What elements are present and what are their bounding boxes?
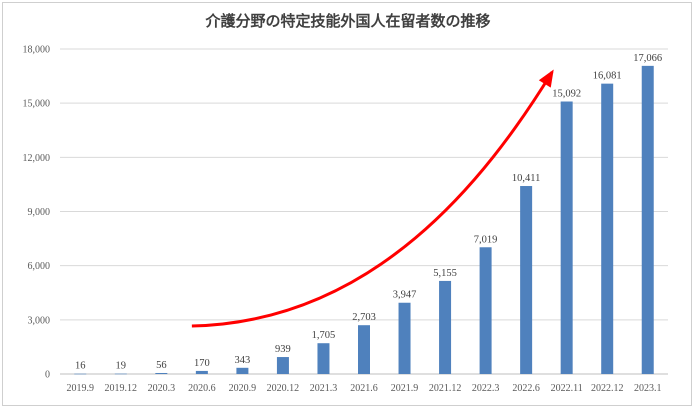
x-tick-label: 2021.6 bbox=[350, 383, 378, 394]
x-tick-label: 2022.11 bbox=[551, 383, 583, 394]
y-tick-label: 3,000 bbox=[28, 315, 51, 326]
y-tick-label: 18,000 bbox=[23, 45, 51, 56]
y-tick-label: 0 bbox=[45, 370, 50, 381]
y-tick-label: 9,000 bbox=[28, 207, 51, 218]
x-tick-label: 2021.9 bbox=[391, 383, 419, 394]
y-tick-label: 6,000 bbox=[28, 261, 51, 272]
bars bbox=[74, 65, 654, 375]
data-label: 3,947 bbox=[393, 290, 417, 301]
data-label: 17,066 bbox=[633, 53, 662, 64]
bar bbox=[439, 280, 452, 374]
data-label: 56 bbox=[156, 360, 167, 371]
x-tick-label: 2020.6 bbox=[188, 383, 216, 394]
data-label: 1,705 bbox=[312, 330, 336, 341]
x-tick-label: 2022.6 bbox=[512, 383, 540, 394]
bar bbox=[317, 343, 330, 374]
x-tick-label: 2020.3 bbox=[148, 383, 176, 394]
chart-frame bbox=[2, 2, 692, 406]
x-tick-label: 2020.12 bbox=[267, 383, 300, 394]
data-label: 170 bbox=[194, 358, 210, 369]
data-label: 7,019 bbox=[474, 234, 498, 245]
y-tick-label: 15,000 bbox=[23, 99, 51, 110]
data-label: 15,092 bbox=[552, 89, 581, 100]
x-tick-label: 2021.3 bbox=[310, 383, 338, 394]
data-label: 16 bbox=[75, 361, 86, 372]
trend-arrow-line bbox=[191, 71, 554, 328]
x-tick-label: 2019.9 bbox=[67, 383, 95, 394]
bar bbox=[560, 101, 573, 374]
bar bbox=[114, 373, 127, 375]
x-tick-label: 2019.12 bbox=[105, 383, 138, 394]
bar bbox=[74, 373, 87, 375]
bar bbox=[236, 367, 249, 374]
x-tick-label: 2023.1 bbox=[634, 383, 662, 394]
bar bbox=[601, 83, 614, 374]
bar bbox=[358, 325, 370, 374]
data-labels: 16 19 56 170 343 939 1,705 2,703 3,947 5,155 7,019… bbox=[75, 53, 662, 372]
data-label: 19 bbox=[116, 361, 127, 372]
data-label: 2,703 bbox=[352, 312, 376, 323]
x-axis-ticks: 2019.9 2019.12 2020.3 2020.6 2020.9 2020.12 20… bbox=[67, 383, 662, 394]
data-label: 939 bbox=[275, 344, 291, 355]
bar bbox=[479, 247, 492, 374]
bar bbox=[398, 302, 411, 374]
bar bbox=[155, 372, 168, 374]
bar bbox=[641, 65, 654, 374]
x-tick-label: 2022.3 bbox=[472, 383, 500, 394]
x-tick-label: 2022.12 bbox=[591, 383, 624, 394]
chart-title: 介護分野の特定技能外国人在留者数の推移 bbox=[204, 12, 490, 30]
data-label: 16,081 bbox=[593, 71, 622, 82]
y-tick-label: 12,000 bbox=[23, 153, 51, 164]
y-axis-ticks: 0 3,000 6,000 9,000 12,000 15,000 18,000 bbox=[23, 45, 51, 381]
x-tick-label: 2020.9 bbox=[229, 383, 257, 394]
data-label: 10,411 bbox=[512, 173, 541, 184]
bar bbox=[276, 357, 289, 374]
data-label: 5,155 bbox=[433, 268, 457, 279]
x-tick-label: 2021.12 bbox=[429, 383, 462, 394]
bar bbox=[520, 186, 533, 374]
trend-arrow bbox=[191, 69, 554, 328]
data-label: 343 bbox=[235, 355, 251, 366]
bar bbox=[195, 370, 208, 374]
trend-arrow-head bbox=[538, 69, 554, 88]
